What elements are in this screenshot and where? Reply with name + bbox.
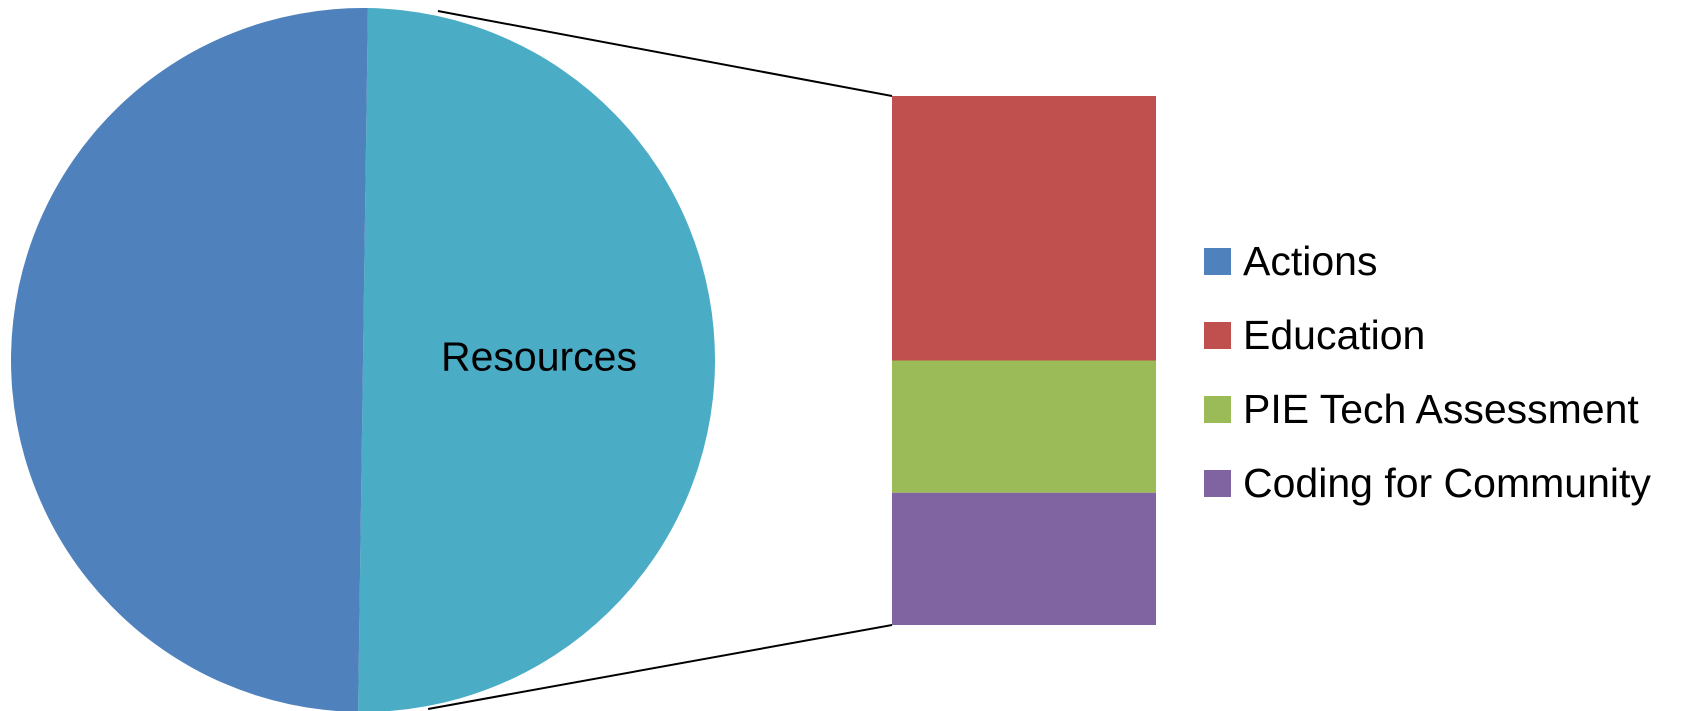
bar-segment-coding-for-community: [892, 492, 1156, 625]
legend-item-pie-tech-assessment: PIE Tech Assessment: [1204, 372, 1651, 446]
connector-line-top: [437, 10, 893, 97]
pie-slice-resources: [358, 8, 715, 711]
legend-swatch-coding-for-community: [1204, 469, 1231, 497]
legend-item-actions: Actions: [1204, 224, 1651, 298]
legend-label-pie-tech-assessment: PIE Tech Assessment: [1243, 385, 1639, 432]
legend-label-coding-for-community: Coding for Community: [1243, 459, 1651, 506]
legend-swatch-pie-tech-assessment: [1204, 395, 1231, 423]
data-labels: Resources: [441, 333, 637, 379]
slice-label-resources: Resources: [441, 333, 637, 379]
legend-swatch-actions: [1204, 247, 1231, 275]
breakout-bar: [892, 96, 1156, 625]
legend-item-coding-for-community: Coding for Community: [1204, 446, 1651, 520]
pie-slice-actions: [11, 8, 368, 711]
legend: Actions Education PIE Tech Assessment Co…: [1204, 224, 1651, 520]
connector-lines: [427, 10, 893, 710]
legend-swatch-education: [1204, 321, 1231, 349]
legend-label-actions: Actions: [1243, 237, 1378, 284]
legend-label-education: Education: [1243, 311, 1426, 358]
connector-line-bottom: [427, 624, 893, 710]
bar-segment-pie-tech-assessment: [892, 360, 1156, 493]
bar-segment-education: [892, 96, 1156, 361]
legend-item-education: Education: [1204, 298, 1651, 372]
pie-group: [11, 8, 715, 711]
